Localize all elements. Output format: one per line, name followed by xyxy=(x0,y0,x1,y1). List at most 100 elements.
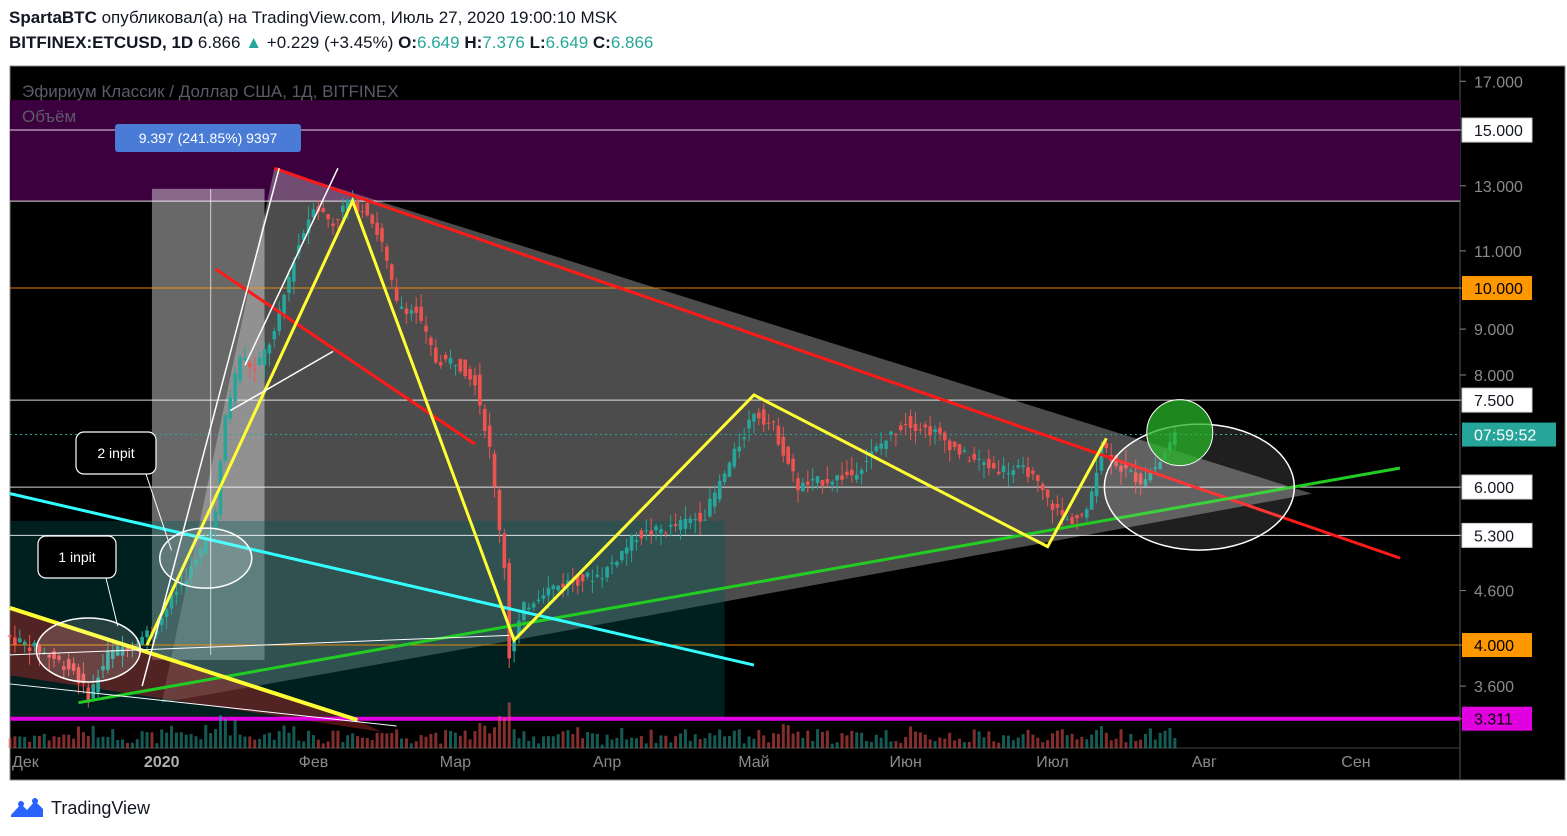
candle xyxy=(928,415,932,447)
volume-bar xyxy=(1134,741,1138,748)
author-name[interactable]: SpartaBTC xyxy=(9,8,97,27)
candle xyxy=(644,519,649,541)
candle-body xyxy=(913,423,918,431)
volume-bar xyxy=(179,732,183,748)
volume-bar xyxy=(228,735,232,748)
price-level-label: 7.500 xyxy=(1474,393,1514,410)
candle xyxy=(331,217,335,236)
price-level-label: 6.000 xyxy=(1474,480,1514,497)
candle-body xyxy=(908,416,913,428)
volume-bar xyxy=(537,743,541,748)
candle xyxy=(306,206,311,245)
candle-body xyxy=(110,650,115,659)
yellow-wave-path xyxy=(145,197,1108,646)
volume-bar xyxy=(992,741,996,748)
candle-body xyxy=(894,433,898,436)
candle xyxy=(252,356,257,382)
candle-body xyxy=(791,458,795,472)
candle-body xyxy=(820,480,825,486)
candle-body xyxy=(287,276,291,293)
volume-bar xyxy=(1143,733,1147,748)
candle-body xyxy=(292,262,296,282)
candle-body xyxy=(835,475,839,481)
candle-body xyxy=(634,539,639,542)
candle-body xyxy=(840,475,844,480)
volume-bar xyxy=(566,730,570,748)
volume-bar xyxy=(218,715,222,748)
candle-body xyxy=(478,374,482,406)
volume-bar xyxy=(390,732,394,748)
volume-bar xyxy=(1114,738,1118,748)
candle-body xyxy=(1040,484,1045,491)
candle xyxy=(781,426,786,463)
volume-bar xyxy=(928,739,932,748)
time-tick-label: Июн xyxy=(889,754,921,771)
volume-bar xyxy=(106,736,110,748)
candle-body xyxy=(659,529,663,534)
volume-bar xyxy=(160,729,164,748)
volume-bar xyxy=(165,732,169,748)
candle-body xyxy=(223,415,228,461)
volume-bar xyxy=(8,738,12,748)
volume-bar xyxy=(67,734,71,748)
volume-bar xyxy=(830,743,834,748)
candle xyxy=(536,590,541,604)
volume-bar xyxy=(326,741,330,748)
volume-bar xyxy=(1070,733,1074,748)
candle xyxy=(1026,456,1030,483)
candle-body xyxy=(1075,514,1079,519)
time-tick-label: 2020 xyxy=(144,754,180,771)
white-channel-line xyxy=(229,350,334,412)
candle-body xyxy=(551,585,556,589)
volume-bar xyxy=(1080,736,1084,748)
candle-body xyxy=(1055,504,1060,508)
volume-bar xyxy=(683,729,687,748)
candle xyxy=(81,662,86,694)
tradingview-footer[interactable]: TradingView xyxy=(9,797,150,819)
volume-bar xyxy=(820,731,824,748)
candle xyxy=(370,213,374,229)
candle-body xyxy=(1036,475,1040,481)
candle-body xyxy=(47,654,51,658)
candle-body xyxy=(1031,470,1035,474)
volume-bar xyxy=(953,740,957,748)
candle-body xyxy=(106,651,110,670)
candle-body xyxy=(850,469,854,476)
candle xyxy=(404,302,409,324)
candle-body xyxy=(434,347,438,363)
volume-bar xyxy=(101,736,105,748)
price-change: +0.229 (+3.45%) xyxy=(266,33,394,52)
annotation-1-inpit[interactable]: 1 inpit xyxy=(37,535,119,627)
annotation-2-inpit[interactable]: 2 inpit xyxy=(75,431,172,551)
volume-bar xyxy=(620,727,624,748)
candle xyxy=(561,573,565,598)
candle-body xyxy=(991,462,996,469)
candle-body xyxy=(933,429,937,433)
volume-bar xyxy=(801,737,805,748)
price-level-badge xyxy=(1461,387,1533,413)
candle xyxy=(874,443,879,454)
candle xyxy=(1153,457,1158,474)
volume-bar xyxy=(375,732,379,748)
volume-bar xyxy=(512,729,516,748)
volume-bar xyxy=(1002,735,1006,748)
volume-bar xyxy=(718,729,722,748)
volume-bar xyxy=(1026,729,1030,748)
candle xyxy=(1021,456,1025,474)
candle xyxy=(1016,458,1021,469)
measure-label-text: 9.397 (241.85%) 9397 xyxy=(139,130,278,146)
volume-bar xyxy=(571,734,575,748)
candle xyxy=(791,453,795,483)
candle xyxy=(903,413,908,436)
candle-body xyxy=(712,492,717,507)
low-value: 6.649 xyxy=(545,33,589,52)
candle xyxy=(624,538,629,566)
volume-bar xyxy=(1065,735,1069,748)
symbol-name[interactable]: BITFINEX:ETCUSD, 1D xyxy=(9,33,194,52)
candle xyxy=(424,316,428,344)
candle-body xyxy=(57,655,61,660)
volume-bar xyxy=(723,736,727,748)
volume-bar xyxy=(1104,732,1108,748)
candle-body xyxy=(1065,519,1069,521)
